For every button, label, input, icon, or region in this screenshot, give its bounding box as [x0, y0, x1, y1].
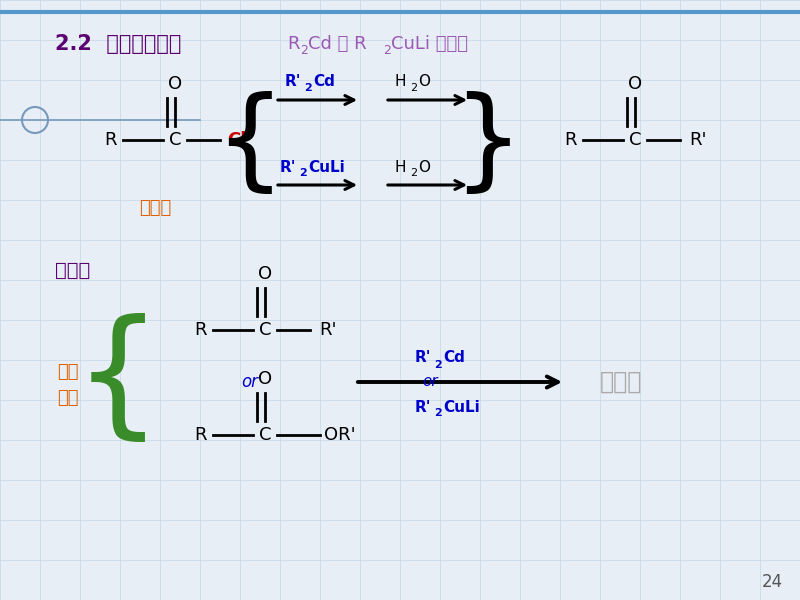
Text: Cd: Cd	[313, 74, 335, 89]
Text: C: C	[169, 131, 182, 149]
Text: O: O	[418, 160, 430, 175]
Text: C: C	[629, 131, 642, 149]
Text: CuLi 的反应: CuLi 的反应	[391, 35, 468, 53]
Text: 2: 2	[304, 83, 312, 93]
Text: or: or	[242, 373, 258, 391]
Text: O: O	[258, 370, 272, 388]
Text: 不反应: 不反应	[600, 370, 642, 394]
Text: 2: 2	[410, 83, 417, 93]
Text: 2: 2	[383, 44, 391, 58]
Text: 活性
较弱: 活性 较弱	[58, 363, 78, 407]
Text: 24: 24	[762, 573, 782, 591]
Text: O: O	[418, 74, 430, 89]
Text: R': R'	[285, 74, 302, 89]
Text: C: C	[258, 426, 271, 444]
Text: CuLi: CuLi	[443, 400, 480, 415]
Text: {: {	[214, 91, 286, 199]
Text: 2: 2	[434, 408, 442, 418]
Text: O: O	[628, 75, 642, 93]
Text: 2: 2	[410, 168, 417, 178]
Text: R': R'	[690, 131, 706, 149]
Text: R: R	[564, 131, 576, 149]
Text: H: H	[395, 160, 406, 175]
Text: Cl: Cl	[227, 131, 246, 149]
Text: or: or	[422, 374, 438, 389]
Text: H: H	[395, 74, 406, 89]
Text: C: C	[258, 321, 271, 339]
Text: O: O	[168, 75, 182, 93]
Text: R: R	[287, 35, 299, 53]
Text: R: R	[194, 426, 206, 444]
Text: R': R'	[319, 321, 337, 339]
Text: O: O	[258, 265, 272, 283]
Text: Cd 和 R: Cd 和 R	[308, 35, 366, 53]
Text: R': R'	[280, 160, 297, 175]
Text: 2: 2	[300, 44, 308, 58]
Text: R': R'	[415, 350, 431, 365]
Text: }: }	[452, 91, 522, 199]
Text: R': R'	[415, 400, 431, 415]
Text: Cd: Cd	[443, 350, 465, 365]
Text: 2.2  羧酸衍生物与: 2.2 羧酸衍生物与	[55, 34, 189, 54]
Text: CuLi: CuLi	[308, 160, 345, 175]
Text: {: {	[74, 313, 162, 448]
Text: R: R	[104, 131, 116, 149]
Text: R: R	[194, 321, 206, 339]
Text: 活性强: 活性强	[139, 199, 171, 217]
Text: 比较：: 比较：	[55, 260, 90, 280]
Text: 2: 2	[434, 360, 442, 370]
Text: 2: 2	[299, 168, 306, 178]
Text: OR': OR'	[324, 426, 356, 444]
